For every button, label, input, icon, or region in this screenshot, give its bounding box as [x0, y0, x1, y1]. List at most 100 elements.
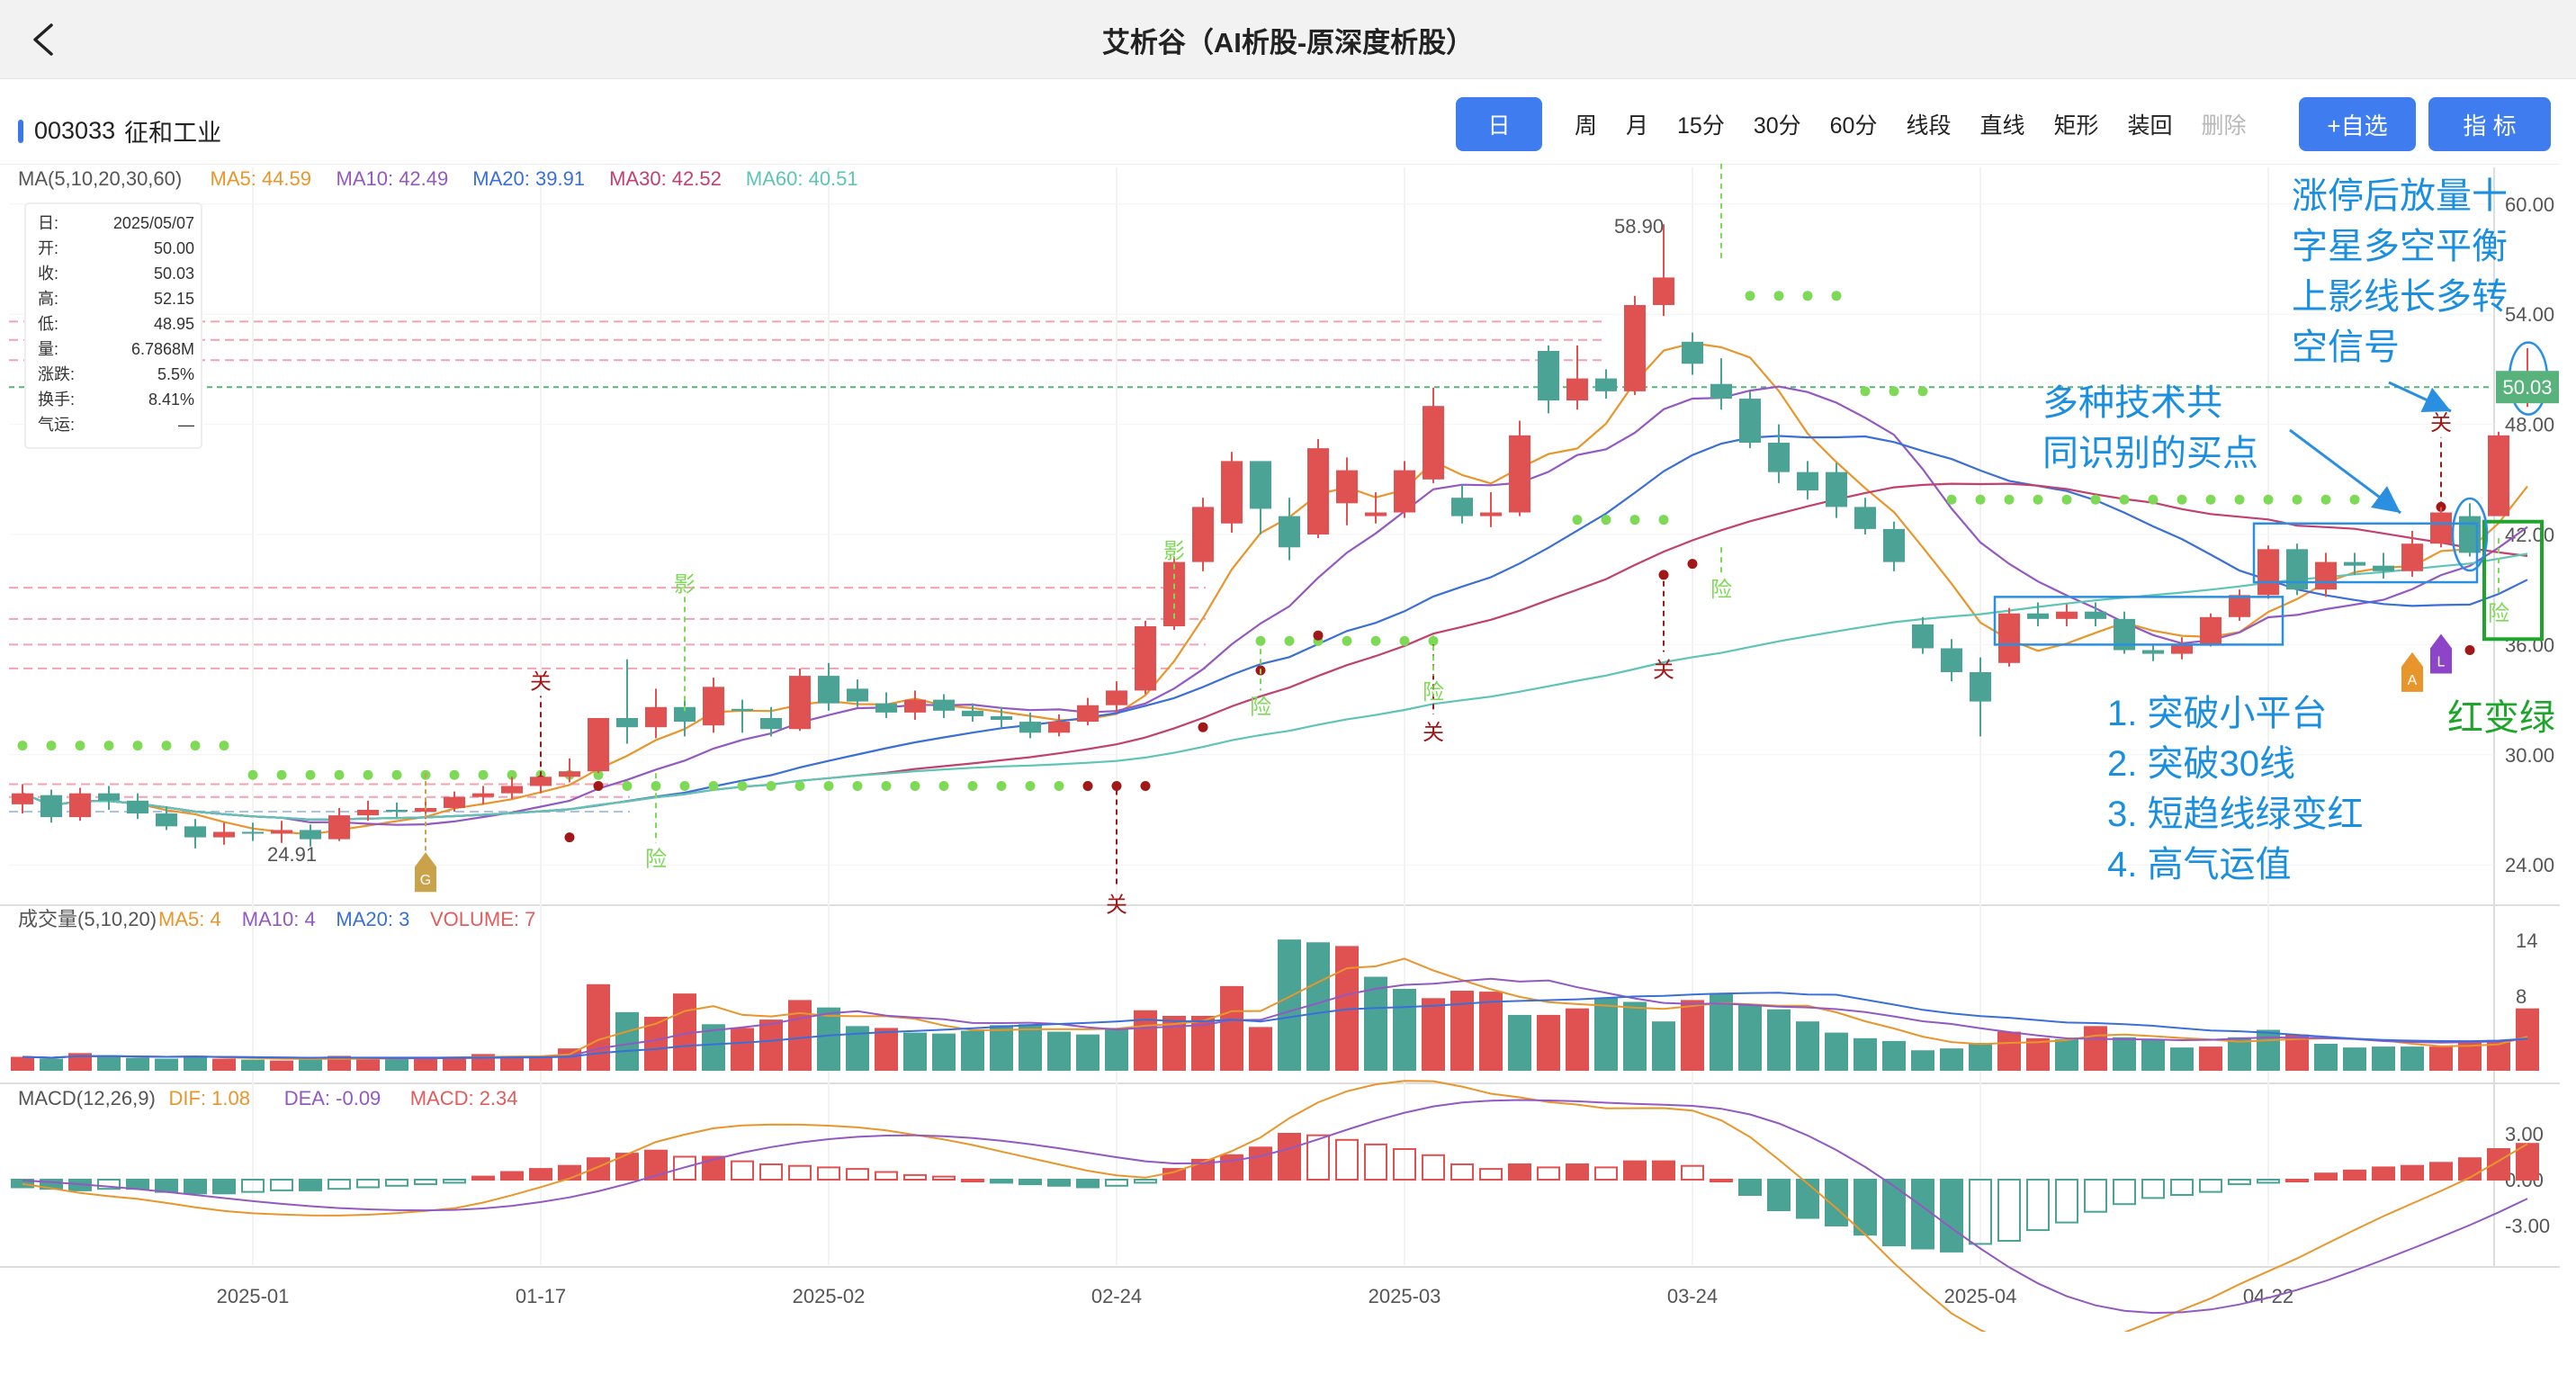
- signal-dot: [996, 780, 1007, 791]
- volume-bar: [1681, 1000, 1704, 1071]
- volume-bar: [1853, 1037, 1877, 1071]
- signal-dot: [679, 780, 690, 791]
- volume-bar: [97, 1055, 121, 1071]
- signal-dot: [1860, 386, 1871, 397]
- macd-hist-bar: [2314, 1172, 2338, 1181]
- candle-body: [1192, 507, 1214, 562]
- ying-marker: 影: [674, 572, 696, 597]
- current-price-label: 50.03: [2502, 376, 2552, 399]
- volume-bar: [1566, 1008, 1589, 1071]
- macd-hist-bar: [1767, 1179, 1791, 1211]
- macd-hist-bar: [155, 1179, 178, 1193]
- signal-dot: [938, 780, 949, 791]
- date-tick-label: 2025-01: [217, 1285, 290, 1307]
- candle-body: [732, 708, 753, 711]
- stock-chart[interactable]: 60.0054.0048.0042.0036.0030.0024.0014823…: [0, 162, 2576, 1332]
- period-tab[interactable]: 线段: [1906, 113, 1952, 139]
- info-value: 50.00: [154, 239, 194, 257]
- period-tab[interactable]: 周: [1575, 113, 1598, 139]
- volume-bar: [1911, 1050, 1934, 1071]
- period-tab[interactable]: 15分: [1677, 113, 1725, 139]
- signal-dot: [46, 741, 57, 751]
- volume-bar: [1796, 1021, 1819, 1071]
- red-signal-dot: [1687, 559, 1698, 570]
- volume-bar: [587, 983, 610, 1071]
- candle-body: [2344, 561, 2365, 566]
- signal-dot: [1975, 494, 1986, 505]
- signal-dot: [766, 780, 776, 791]
- macd-hist-bar: [1306, 1134, 1330, 1181]
- macd-hist-bar: [471, 1175, 495, 1181]
- period-tab[interactable]: 日: [1456, 97, 1542, 151]
- candle-body: [1710, 383, 1732, 400]
- candle-body: [2315, 561, 2337, 590]
- candle-body: [818, 676, 839, 704]
- annot-line: 同识别的买点: [2042, 434, 2258, 473]
- signal-dot: [103, 741, 114, 751]
- candle-body: [588, 718, 609, 772]
- volume-bar: [759, 1019, 783, 1071]
- candle-body: [1883, 528, 1905, 562]
- period-tab[interactable]: 直线: [1979, 113, 2025, 139]
- volume-bar: [615, 1011, 639, 1071]
- candle-body: [789, 676, 811, 730]
- candle-body: [933, 699, 955, 711]
- annot-line: 上影线长多转: [2292, 277, 2508, 317]
- price-tick-label: 24.00: [2505, 854, 2554, 876]
- volume-bar: [2343, 1047, 2366, 1071]
- sell-signal-arrow: [2388, 381, 2452, 413]
- signal-dot: [449, 769, 460, 780]
- signal-dot: [2320, 494, 2331, 505]
- macd-dif-line: [22, 1080, 2528, 1332]
- low-price-label: 24.91: [267, 843, 317, 866]
- info-value: 52.15: [154, 290, 194, 308]
- signal-dot: [1946, 494, 1957, 505]
- period-tab[interactable]: 装回: [2127, 113, 2173, 139]
- info-box: [24, 202, 202, 449]
- annot-line: 涨停后放量十: [2292, 176, 2508, 216]
- info-key: 日:: [38, 214, 58, 232]
- signal-dot: [1572, 515, 1583, 525]
- signal-dot: [1370, 635, 1381, 646]
- candle-body: [1854, 507, 1876, 529]
- volume-legend-item: MA20: 3: [336, 908, 409, 930]
- candle-body: [1077, 705, 1099, 723]
- signal-dot: [2033, 494, 2043, 505]
- macd-hist-bar: [414, 1179, 437, 1186]
- candle-body: [127, 800, 148, 814]
- candle-body: [1307, 448, 1329, 534]
- period-tab[interactable]: 月: [1626, 113, 1649, 139]
- signal-dot: [507, 769, 517, 780]
- signal-dot: [622, 780, 633, 791]
- volume-bar: [529, 1056, 552, 1071]
- volume-bar: [2429, 1046, 2453, 1071]
- info-value: —: [178, 416, 194, 434]
- period-tab[interactable]: 30分: [1753, 113, 1801, 139]
- candle-body: [1912, 624, 1934, 649]
- candle-body: [40, 795, 62, 818]
- sell-signal-annotation: 涨停后放量十 字星多空平衡 上影线长多转 空信号: [2292, 171, 2508, 373]
- macd-hist-bar: [1911, 1179, 1934, 1250]
- annot-line: 多种技术共: [2042, 383, 2222, 423]
- back-button[interactable]: [16, 13, 70, 67]
- macd-hist-bar: [961, 1179, 984, 1182]
- period-tab[interactable]: 60分: [1829, 113, 1878, 139]
- macd-hist-bar: [2084, 1179, 2107, 1213]
- candle-body: [271, 830, 292, 834]
- macd-hist-bar: [932, 1175, 956, 1181]
- add-watchlist-button[interactable]: +自选: [2299, 97, 2416, 151]
- signal-dot: [161, 741, 172, 751]
- candle-body: [2401, 543, 2423, 571]
- macd-hist-bar: [1969, 1179, 1992, 1245]
- candle-body: [1451, 498, 1473, 516]
- indicator-button[interactable]: 指 标: [2428, 97, 2551, 151]
- volume-bar: [2170, 1047, 2194, 1071]
- price-tick-label: 42.00: [2505, 524, 2554, 546]
- signal-dot: [247, 769, 258, 780]
- macd-hist-bar: [2257, 1179, 2280, 1184]
- date-tick-label: 2025-04: [1944, 1285, 2017, 1307]
- volume-bar: [1882, 1040, 1906, 1071]
- period-tab[interactable]: 矩形: [2053, 113, 2099, 139]
- guan-marker: 关: [1423, 721, 1444, 745]
- xian-marker: 险: [1423, 680, 1444, 705]
